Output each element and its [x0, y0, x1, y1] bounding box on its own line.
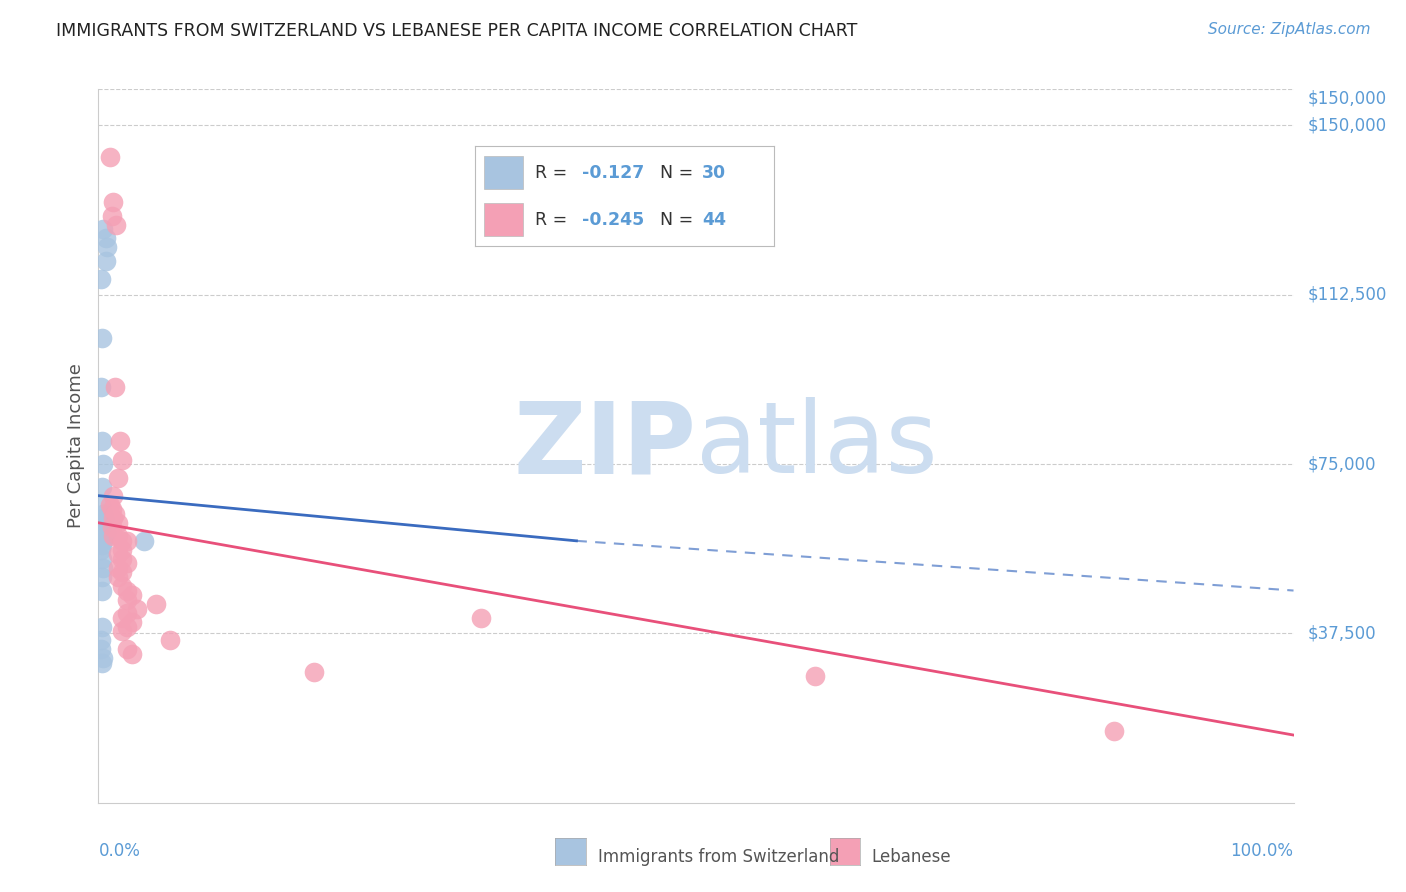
Point: [91, 533, 114, 548]
Point: [111, 579, 134, 593]
Point: [91, 583, 114, 598]
Point: [302, 665, 325, 679]
Point: [111, 624, 134, 639]
Point: [93, 511, 115, 525]
Point: [91, 434, 114, 449]
Point: [104, 380, 127, 394]
Point: [91, 561, 114, 575]
Point: [100, 502, 122, 516]
Point: [101, 511, 124, 525]
Text: -0.127: -0.127: [582, 164, 645, 182]
Point: [115, 606, 138, 620]
Text: R =: R =: [534, 211, 567, 228]
Text: ZIP: ZIP: [513, 398, 696, 494]
Point: [1102, 723, 1125, 738]
Text: $37,500: $37,500: [1308, 624, 1376, 642]
Point: [93, 529, 115, 543]
Point: [121, 588, 143, 602]
Point: [121, 647, 143, 661]
Text: Source: ZipAtlas.com: Source: ZipAtlas.com: [1208, 22, 1371, 37]
Point: [100, 520, 122, 534]
Text: N =: N =: [659, 164, 693, 182]
Text: atlas: atlas: [696, 398, 938, 494]
Text: 100.0%: 100.0%: [1230, 842, 1294, 860]
Y-axis label: Per Capita Income: Per Capita Income: [66, 364, 84, 528]
Point: [107, 548, 129, 562]
Text: $150,000: $150,000: [1308, 89, 1386, 107]
Point: [90, 542, 112, 557]
Point: [804, 669, 827, 683]
Point: [111, 452, 134, 467]
Point: [91, 620, 114, 634]
Point: [91, 570, 114, 584]
Point: [90, 498, 112, 512]
Point: [111, 566, 134, 580]
Point: [470, 610, 492, 624]
FancyBboxPatch shape: [484, 203, 523, 236]
Point: [91, 457, 114, 471]
Point: [115, 642, 138, 657]
Point: [90, 633, 112, 648]
Point: [100, 209, 122, 223]
Point: [90, 380, 112, 394]
Point: [111, 533, 134, 548]
Point: [91, 222, 114, 236]
Point: [90, 272, 112, 286]
Point: [101, 529, 124, 543]
Point: [96, 240, 118, 254]
FancyBboxPatch shape: [484, 156, 523, 189]
Point: [125, 601, 148, 615]
Point: [94, 253, 117, 268]
Point: [90, 516, 112, 530]
Text: $75,000: $75,000: [1308, 455, 1376, 473]
Point: [132, 533, 155, 548]
Point: [91, 538, 114, 552]
Point: [121, 615, 143, 629]
Point: [91, 651, 114, 665]
Point: [107, 516, 129, 530]
Point: [91, 480, 114, 494]
Point: [115, 620, 138, 634]
Point: [91, 656, 114, 670]
Point: [111, 542, 134, 557]
Text: 44: 44: [702, 211, 725, 228]
Text: Immigrants from Switzerland: Immigrants from Switzerland: [598, 848, 839, 866]
Text: 30: 30: [702, 164, 725, 182]
Point: [108, 434, 131, 449]
Point: [91, 552, 114, 566]
Point: [94, 231, 117, 245]
Point: [98, 498, 122, 512]
Point: [107, 570, 129, 584]
Point: [91, 520, 114, 534]
Text: $150,000: $150,000: [1308, 116, 1386, 135]
Point: [91, 330, 114, 344]
Point: [107, 529, 129, 543]
Point: [91, 507, 114, 521]
Point: [94, 524, 117, 539]
Point: [115, 583, 138, 598]
Point: [115, 592, 138, 607]
Text: N =: N =: [659, 211, 693, 228]
Point: [111, 552, 134, 566]
Point: [90, 642, 112, 657]
Point: [104, 507, 127, 521]
Point: [111, 610, 134, 624]
Point: [98, 150, 122, 164]
Point: [115, 557, 138, 571]
Point: [107, 561, 129, 575]
Text: IMMIGRANTS FROM SWITZERLAND VS LEBANESE PER CAPITA INCOME CORRELATION CHART: IMMIGRANTS FROM SWITZERLAND VS LEBANESE …: [56, 22, 858, 40]
Text: R =: R =: [534, 164, 567, 182]
Text: $112,500: $112,500: [1308, 285, 1388, 303]
Point: [101, 489, 124, 503]
Point: [105, 218, 128, 232]
Text: 0.0%: 0.0%: [98, 842, 141, 860]
Point: [107, 470, 129, 484]
Text: Lebanese: Lebanese: [872, 848, 952, 866]
Point: [145, 597, 167, 611]
Point: [115, 533, 138, 548]
Text: -0.245: -0.245: [582, 211, 645, 228]
Point: [101, 195, 124, 210]
Point: [159, 633, 181, 648]
